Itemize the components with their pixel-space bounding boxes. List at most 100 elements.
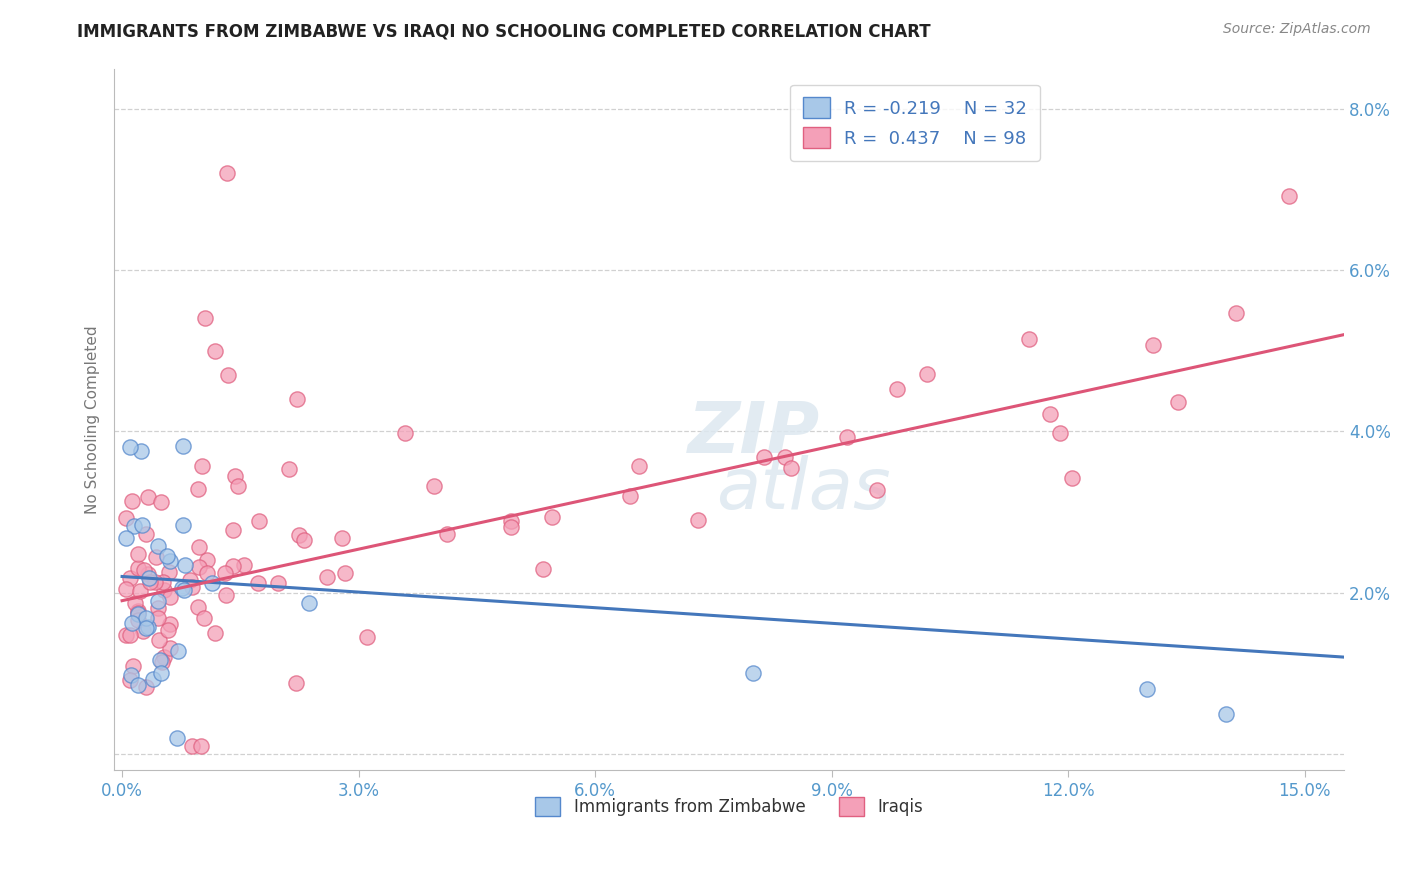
Point xyxy=(215,166,238,180)
Point xyxy=(541,510,564,524)
Point xyxy=(122,519,145,533)
Point xyxy=(131,518,153,533)
Point xyxy=(135,610,157,624)
Point xyxy=(166,731,188,745)
Point xyxy=(138,566,160,581)
Point xyxy=(128,583,150,598)
Point xyxy=(135,621,157,635)
Point xyxy=(127,607,149,621)
Point xyxy=(204,625,226,640)
Point xyxy=(173,583,195,598)
Point xyxy=(143,574,166,589)
Point xyxy=(394,426,416,441)
Point xyxy=(188,541,211,555)
Point xyxy=(436,526,458,541)
Point xyxy=(120,667,142,681)
Point xyxy=(619,489,641,503)
Point xyxy=(187,599,209,614)
Point xyxy=(222,523,245,537)
Point xyxy=(167,644,190,658)
Point xyxy=(330,532,353,546)
Point xyxy=(146,611,169,625)
Point xyxy=(172,438,194,452)
Point xyxy=(226,479,249,493)
Point xyxy=(215,588,238,602)
Point xyxy=(145,550,167,565)
Point xyxy=(194,311,217,326)
Point xyxy=(1278,189,1301,203)
Point xyxy=(201,576,224,591)
Point xyxy=(118,441,141,455)
Point xyxy=(121,659,143,673)
Point xyxy=(157,623,180,637)
Point xyxy=(159,590,181,604)
Point xyxy=(190,739,212,753)
Point xyxy=(156,549,179,563)
Point xyxy=(628,459,651,474)
Point xyxy=(118,627,141,641)
Point xyxy=(121,493,143,508)
Point xyxy=(139,574,162,589)
Point xyxy=(298,596,321,610)
Point xyxy=(316,570,339,584)
Point xyxy=(136,490,159,504)
Point xyxy=(148,601,170,615)
Point xyxy=(422,479,444,493)
Point xyxy=(741,666,763,681)
Text: IMMIGRANTS FROM ZIMBABWE VS IRAQI NO SCHOOLING COMPLETED CORRELATION CHART: IMMIGRANTS FROM ZIMBABWE VS IRAQI NO SCH… xyxy=(77,22,931,40)
Point xyxy=(191,459,214,474)
Point xyxy=(1215,706,1237,721)
Point xyxy=(115,531,138,545)
Point xyxy=(115,511,138,525)
Point xyxy=(132,564,155,578)
Text: atlas: atlas xyxy=(716,455,890,524)
Point xyxy=(1167,394,1189,409)
Point xyxy=(195,566,218,580)
Point xyxy=(129,444,152,458)
Point xyxy=(499,520,522,534)
Point xyxy=(152,575,174,590)
Point xyxy=(1039,407,1062,421)
Legend: Immigrants from Zimbabwe, Iraqis: Immigrants from Zimbabwe, Iraqis xyxy=(527,789,931,825)
Point xyxy=(1136,682,1159,697)
Point xyxy=(686,513,709,527)
Point xyxy=(1225,305,1247,319)
Point xyxy=(180,580,202,594)
Point xyxy=(224,468,246,483)
Point xyxy=(135,526,157,541)
Point xyxy=(150,666,173,681)
Point xyxy=(288,528,311,542)
Point xyxy=(115,628,138,642)
Point xyxy=(193,610,215,624)
Point xyxy=(152,582,174,597)
Point xyxy=(127,678,149,692)
Y-axis label: No Schooling Completed: No Schooling Completed xyxy=(86,325,100,514)
Point xyxy=(124,595,146,609)
Point xyxy=(127,606,149,620)
Text: Source: ZipAtlas.com: Source: ZipAtlas.com xyxy=(1223,22,1371,37)
Point xyxy=(115,582,138,596)
Point xyxy=(1060,471,1083,485)
Point xyxy=(138,571,160,585)
Point xyxy=(127,614,149,628)
Point xyxy=(267,576,290,591)
Point xyxy=(780,460,803,475)
Point xyxy=(174,558,197,572)
Point xyxy=(180,739,202,753)
Point xyxy=(127,547,149,561)
Point xyxy=(142,672,165,686)
Point xyxy=(150,656,173,670)
Point xyxy=(120,571,142,585)
Point xyxy=(136,620,159,634)
Point xyxy=(214,566,236,580)
Point xyxy=(531,562,554,576)
Point xyxy=(752,450,775,464)
Point xyxy=(837,430,859,444)
Point xyxy=(121,615,143,630)
Point xyxy=(146,594,169,608)
Point xyxy=(278,462,301,476)
Point xyxy=(172,518,194,533)
Point xyxy=(501,514,523,528)
Point xyxy=(866,483,889,497)
Point xyxy=(1142,338,1164,352)
